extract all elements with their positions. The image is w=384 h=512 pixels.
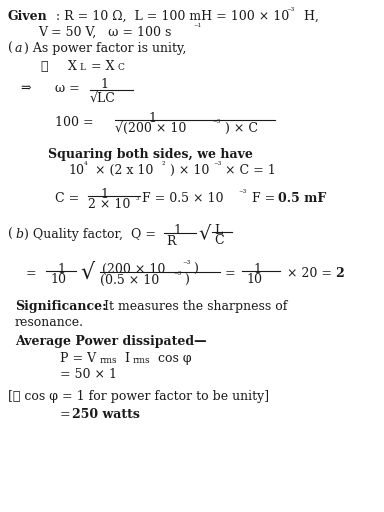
Text: : R = 10 Ω,  L = 100 mH = 100 × 10: : R = 10 Ω, L = 100 mH = 100 × 10 bbox=[52, 10, 289, 23]
Text: ) As power factor is unity,: ) As power factor is unity, bbox=[24, 42, 186, 55]
Text: ⁻³: ⁻³ bbox=[213, 161, 221, 170]
Text: (200 × 10: (200 × 10 bbox=[102, 263, 166, 276]
Text: 1: 1 bbox=[100, 188, 108, 201]
Text: 1: 1 bbox=[100, 78, 108, 91]
Text: a: a bbox=[15, 42, 23, 55]
Text: ) × 10: ) × 10 bbox=[170, 164, 209, 177]
Text: C: C bbox=[214, 234, 223, 247]
Text: ) Quality factor,  Q =: ) Quality factor, Q = bbox=[24, 228, 160, 241]
Text: ⁻³: ⁻³ bbox=[173, 271, 181, 280]
Text: P = V: P = V bbox=[60, 352, 96, 365]
Text: R: R bbox=[166, 235, 175, 248]
Text: =: = bbox=[225, 267, 236, 280]
Text: × C = 1: × C = 1 bbox=[221, 164, 276, 177]
Text: ∴: ∴ bbox=[40, 60, 48, 73]
Text: ⁻³: ⁻³ bbox=[238, 189, 247, 198]
Text: ω =: ω = bbox=[55, 82, 80, 95]
Text: V = 50 V,   ω = 100 s: V = 50 V, ω = 100 s bbox=[38, 26, 171, 39]
Text: 10: 10 bbox=[50, 273, 66, 286]
Text: 10: 10 bbox=[68, 164, 84, 177]
Text: ⁻³: ⁻³ bbox=[286, 7, 295, 16]
Text: resonance.: resonance. bbox=[15, 316, 84, 329]
Text: ⇒: ⇒ bbox=[20, 82, 30, 95]
Text: Squaring both sides, we have: Squaring both sides, we have bbox=[48, 148, 253, 161]
Text: 1: 1 bbox=[148, 112, 156, 125]
Text: b: b bbox=[15, 228, 23, 241]
Text: ): ) bbox=[193, 263, 198, 276]
Text: √: √ bbox=[198, 224, 210, 242]
Text: ): ) bbox=[184, 274, 189, 287]
Text: = 50 × 1: = 50 × 1 bbox=[60, 368, 117, 381]
Text: F = 0.5 × 10: F = 0.5 × 10 bbox=[142, 192, 223, 205]
Text: 0.5 mF: 0.5 mF bbox=[278, 192, 326, 205]
Text: ⁻³: ⁻³ bbox=[212, 119, 220, 128]
Text: (0.5 × 10: (0.5 × 10 bbox=[100, 274, 159, 287]
Text: × (2 x 10: × (2 x 10 bbox=[91, 164, 153, 177]
Text: cos φ: cos φ bbox=[154, 352, 192, 365]
Text: 1: 1 bbox=[57, 263, 65, 276]
Text: X: X bbox=[68, 60, 77, 73]
Text: 10: 10 bbox=[246, 273, 262, 286]
Text: Significance:: Significance: bbox=[15, 300, 107, 313]
Text: (: ( bbox=[8, 42, 13, 55]
Text: × 20 =: × 20 = bbox=[283, 267, 336, 280]
Text: Given: Given bbox=[8, 10, 48, 23]
Text: √(200 × 10: √(200 × 10 bbox=[115, 122, 186, 135]
Text: C =: C = bbox=[55, 192, 79, 205]
Text: 100 =: 100 = bbox=[55, 116, 94, 129]
Text: ⁻³: ⁻³ bbox=[182, 260, 190, 269]
Text: ) × C: ) × C bbox=[225, 122, 258, 135]
Text: =: = bbox=[26, 267, 36, 280]
Text: It measures the sharpness of: It measures the sharpness of bbox=[100, 300, 287, 313]
Text: C: C bbox=[118, 63, 125, 72]
Text: rms: rms bbox=[133, 356, 151, 365]
Text: 2: 2 bbox=[335, 267, 344, 280]
Text: 1: 1 bbox=[253, 263, 261, 276]
Text: 250 watts: 250 watts bbox=[72, 408, 140, 421]
Text: 2 × 10: 2 × 10 bbox=[88, 198, 131, 211]
Text: rms: rms bbox=[100, 356, 118, 365]
Text: ⁻¹: ⁻¹ bbox=[193, 23, 201, 32]
Text: =: = bbox=[60, 408, 74, 421]
Text: ⁴: ⁴ bbox=[84, 161, 88, 170]
Text: Average Power dissipated—: Average Power dissipated— bbox=[15, 335, 207, 348]
Text: H,: H, bbox=[300, 10, 319, 23]
Text: (: ( bbox=[8, 228, 13, 241]
Text: ³: ³ bbox=[136, 196, 140, 205]
Text: 1: 1 bbox=[173, 224, 181, 237]
Text: ²: ² bbox=[162, 161, 166, 170]
Text: √LC: √LC bbox=[90, 92, 116, 105]
Text: [∵ cos φ = 1 for power factor to be unity]: [∵ cos φ = 1 for power factor to be unit… bbox=[8, 390, 269, 403]
Text: √: √ bbox=[80, 262, 94, 284]
Text: F =: F = bbox=[248, 192, 279, 205]
Text: L: L bbox=[79, 63, 85, 72]
Text: I: I bbox=[121, 352, 130, 365]
Text: L: L bbox=[214, 224, 222, 237]
Text: = X: = X bbox=[87, 60, 114, 73]
